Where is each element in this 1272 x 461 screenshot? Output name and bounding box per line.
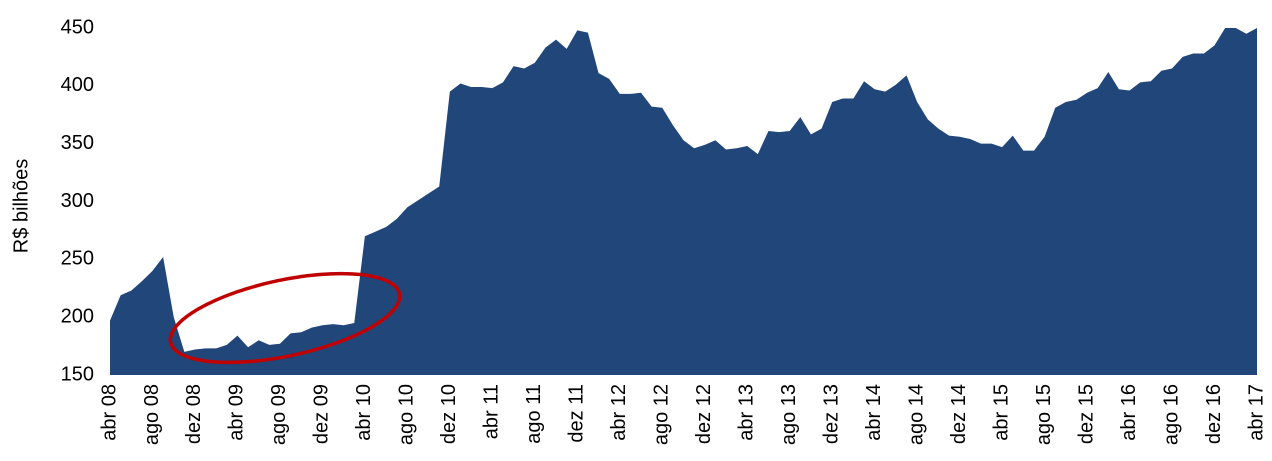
x-tick-label: abr 16 (1118, 384, 1140, 441)
x-tick-label: ago 15 (1033, 384, 1055, 445)
x-tick-label: dez 12 (693, 384, 715, 444)
x-tick-label: dez 10 (438, 384, 460, 444)
x-tick-label: dez 13 (820, 384, 842, 444)
x-tick-label: dez 09 (311, 384, 333, 444)
plot-area (110, 28, 1257, 375)
y-axis-label: R$ bilhões (10, 159, 32, 254)
x-tick-label: dez 08 (183, 384, 205, 444)
x-tick-label: abr 13 (736, 384, 758, 441)
y-tick-label: 200 (61, 305, 94, 327)
y-tick-label: 250 (61, 248, 94, 270)
x-tick-label: abr 14 (863, 384, 885, 441)
x-tick-label: abr 12 (608, 384, 630, 441)
x-tick-label: ago 11 (523, 384, 545, 444)
y-tick-label: 300 (61, 190, 94, 212)
x-tick-label: dez 15 (1075, 384, 1097, 444)
y-tick-label: 400 (61, 74, 94, 96)
x-tick-label: abr 10 (353, 384, 375, 441)
y-tick-label: 150 (61, 363, 94, 385)
x-tick-label: ago 13 (778, 384, 800, 445)
x-tick-label: ago 10 (396, 384, 418, 445)
x-tick-label: abr 15 (990, 384, 1012, 441)
highlight-ellipse (168, 271, 402, 365)
x-tick-label: dez 14 (948, 384, 970, 444)
x-tick-label: ago 12 (651, 384, 673, 445)
x-tick-label: dez 16 (1203, 384, 1225, 444)
x-tick-label: ago 14 (905, 384, 927, 445)
x-tick-label: ago 08 (141, 384, 163, 445)
x-tick-label: abr 17 (1245, 384, 1267, 441)
area (110, 28, 1257, 375)
x-tick-label: abr 11 (481, 384, 503, 439)
x-tick-label: ago 09 (268, 384, 290, 445)
y-tick-label: 450 (61, 16, 94, 38)
x-tick-label: abr 09 (226, 384, 248, 441)
x-tick-label: ago 16 (1160, 384, 1182, 445)
y-tick-label: 350 (61, 132, 94, 154)
x-tick-label: dez 11 (566, 384, 588, 443)
x-tick-label: abr 08 (98, 384, 120, 441)
